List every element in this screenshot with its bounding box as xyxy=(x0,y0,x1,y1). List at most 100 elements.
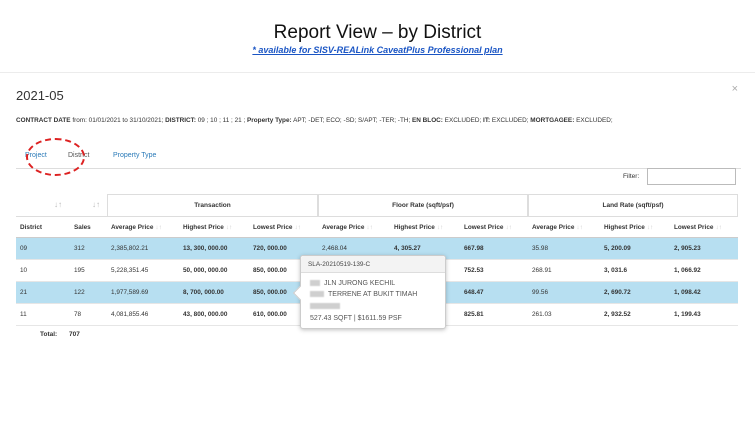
sort-icon[interactable]: ↓↑ xyxy=(366,223,373,231)
table-cell: 1, 066.92 xyxy=(670,259,738,282)
column-header[interactable]: Lowest Price ↓↑ xyxy=(670,216,738,238)
table-cell: 195 xyxy=(70,259,107,282)
mortgagee-label: MORTGAGEE: xyxy=(530,117,575,124)
tooltip-title: SLA-20210519-139-C xyxy=(301,256,445,273)
period-heading: 2021-05 xyxy=(16,88,64,103)
table-cell: 13, 300, 000.00 xyxy=(179,237,249,260)
sort-icon[interactable]: ↓↑ xyxy=(646,223,654,231)
sort-icon[interactable]: ↓↑ xyxy=(155,223,162,231)
sort-icon[interactable]: ↓↑ xyxy=(576,223,583,231)
column-header-label: Lowest Price xyxy=(464,223,504,231)
column-header[interactable]: District xyxy=(16,216,70,238)
column-header-label: Highest Price xyxy=(183,223,224,231)
column-header-label: District xyxy=(20,223,43,231)
table-cell: 2,385,802.21 xyxy=(107,237,179,260)
highlight-annotation xyxy=(26,138,85,176)
table-row[interactable]: 11 78 4,081,855.46 43, 800, 000.00 610, 000.… xyxy=(16,303,738,326)
column-header[interactable]: Average Price ↓↑ xyxy=(528,216,600,238)
column-header-label: Sales xyxy=(74,223,91,231)
sort-icon[interactable]: ↓↑ xyxy=(92,200,100,209)
table-cell: 825.81 xyxy=(460,303,528,326)
tab-property-type[interactable]: Property Type xyxy=(113,152,157,159)
group-land-rate: Land Rate (sqft/psf) xyxy=(528,194,738,216)
column-header-label: Average Price xyxy=(322,223,365,231)
report-title: Report View – by District xyxy=(273,22,482,43)
column-header-label: Lowest Price xyxy=(253,223,293,231)
sort-icon[interactable]: ↓↑ xyxy=(294,223,301,231)
column-header[interactable]: Average Price ↓↑ xyxy=(318,216,390,238)
table-cell: 21 xyxy=(16,281,70,304)
table-cell: 5,228,351.45 xyxy=(107,259,179,282)
column-header-label: Highest Price xyxy=(394,223,435,231)
table-cell: 1, 098.42 xyxy=(670,281,738,304)
sort-icon[interactable]: ↓↑ xyxy=(225,223,233,231)
column-header[interactable]: Average Price ↓↑ xyxy=(107,216,179,238)
tooltip-street: JLN JURONG KECHIL xyxy=(324,280,396,287)
table-cell: 99.56 xyxy=(528,281,600,304)
table-cell: 1, 199.43 xyxy=(670,303,738,326)
it-value: EXCLUDED; xyxy=(490,117,531,124)
report-panel: 2021-05 × CONTRACT DATE from: 01/01/2021… xyxy=(0,72,755,448)
en-bloc-label: EN BLOC: xyxy=(412,117,443,124)
close-icon[interactable]: × xyxy=(731,83,738,95)
table-cell: 1,977,589.69 xyxy=(107,281,179,304)
mortgagee-value: EXCLUDED; xyxy=(574,117,613,124)
table-cell: 10 xyxy=(16,259,70,282)
table-cell: 752.53 xyxy=(460,259,528,282)
table-cell: 11 xyxy=(16,303,70,326)
district-label: DISTRICT: xyxy=(165,117,196,124)
table-cell: 78 xyxy=(70,303,107,326)
column-header[interactable]: Highest Price ↓↑ xyxy=(179,216,249,238)
district-value: 09 ; 10 ; 11 ; 21 ; xyxy=(195,117,248,124)
column-header[interactable]: Highest Price ↓↑ xyxy=(600,216,670,238)
table-cell: 122 xyxy=(70,281,107,304)
contract-date-label: CONTRACT DATE xyxy=(16,117,71,124)
column-header-label: Lowest Price xyxy=(674,223,714,231)
property-type-value: APT; -DET; ECO; -SD; S/APT; -TER; -TH; xyxy=(291,117,413,124)
table-cell: 2, 905.23 xyxy=(670,237,738,260)
table-cell: 268.91 xyxy=(528,259,600,282)
table-cell: 4,081,855.46 xyxy=(107,303,179,326)
table-cell: 4, 305.27 xyxy=(390,237,460,260)
table-cell: 09 xyxy=(16,237,70,260)
table-row[interactable]: 09 312 2,385,802.21 13, 300, 000.00 720, 000… xyxy=(16,237,738,260)
table-cell: 261.03 xyxy=(528,303,600,326)
table-cell: 5, 200.09 xyxy=(600,237,670,260)
property-type-label: Property Type: xyxy=(247,117,292,124)
table-cell: 50, 000, 000.00 xyxy=(179,259,249,282)
column-header[interactable]: Lowest Price ↓↑ xyxy=(249,216,318,238)
table-cell: 43, 800, 000.00 xyxy=(179,303,249,326)
filter-label: Filter: xyxy=(623,173,640,180)
column-header-label: Average Price xyxy=(532,223,575,231)
table-cell: 35.98 xyxy=(528,237,600,260)
sort-icon[interactable]: ↓↑ xyxy=(715,223,722,231)
table-cell: 2,468.04 xyxy=(318,237,390,260)
sort-icon[interactable]: ↓↑ xyxy=(54,200,62,209)
en-bloc-value: EXCLUDED; xyxy=(442,117,484,124)
table-cell: 667.98 xyxy=(460,237,528,260)
filter-input[interactable] xyxy=(647,168,736,185)
plan-note-link[interactable]: * available for SISV-REALink CaveatPlus … xyxy=(252,45,503,55)
column-header[interactable]: Lowest Price ↓↑ xyxy=(460,216,528,238)
table-cell: 2, 690.72 xyxy=(600,281,670,304)
total-value: 707 xyxy=(69,331,80,338)
contract-date-value: from: 01/01/2021 to 31/10/2021; xyxy=(70,117,166,124)
transaction-tooltip: SLA-20210519-139-C JLN JURONG KECHIL TER… xyxy=(292,255,446,329)
it-label: IT: xyxy=(483,117,491,124)
tooltip-area-price: 527.43 SQFT | $1611.59 PSF xyxy=(310,315,402,322)
column-header-label: Average Price xyxy=(111,223,154,231)
table-cell: 2, 932.52 xyxy=(600,303,670,326)
filter-summary: CONTRACT DATE from: 01/01/2021 to 31/10/… xyxy=(16,117,741,124)
table-cell: 312 xyxy=(70,237,107,260)
column-header[interactable]: Highest Price ↓↑ xyxy=(390,216,460,238)
group-transaction: Transaction xyxy=(107,194,318,216)
sort-icon[interactable]: ↓↑ xyxy=(505,223,512,231)
table-cell: 648.47 xyxy=(460,281,528,304)
table-cell: 8, 700, 000.00 xyxy=(179,281,249,304)
column-group-header: ↓↑ ↓↑ Transaction Floor Rate (sqft/psf) … xyxy=(16,194,738,216)
column-header-label: Highest Price xyxy=(604,223,645,231)
group-floor-rate: Floor Rate (sqft/psf) xyxy=(318,194,528,216)
column-header[interactable]: Sales xyxy=(70,216,107,238)
sort-icon[interactable]: ↓↑ xyxy=(436,223,444,231)
tooltip-project: TERRENE AT BUKIT TIMAH xyxy=(328,291,418,298)
